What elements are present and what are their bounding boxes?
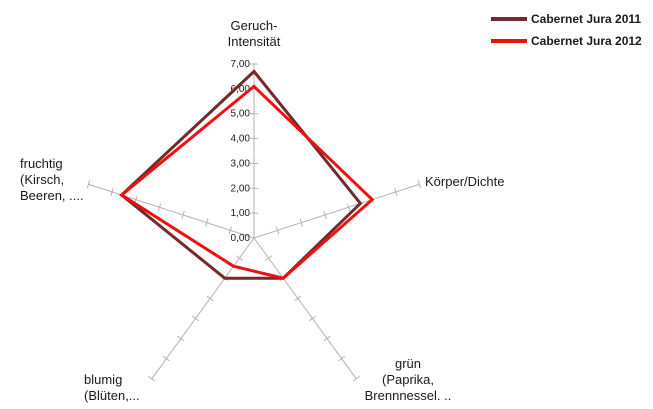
axis-tick-1-7	[417, 180, 422, 189]
series-1-line	[119, 69, 363, 280]
legend-swatch-2012	[491, 39, 527, 43]
axis-tick-4-1	[228, 226, 233, 235]
axis-tick-3-7	[148, 376, 156, 382]
axis-tick-4-3	[181, 210, 185, 219]
axis-tick-4-6	[110, 187, 114, 196]
axis-label-geruch: Geruch- Intensität	[227, 18, 281, 49]
legend-item-2011: Cabernet Jura 2011	[491, 8, 642, 30]
legend-swatch-2011	[491, 17, 527, 21]
axis-tick-2-3	[294, 295, 302, 302]
tick-label: 4,00	[231, 134, 251, 145]
axis-tick-1-6	[394, 187, 398, 196]
chart-legend: Cabernet Jura 2011 Cabernet Jura 2012	[491, 8, 642, 52]
axis-tick-1-2	[299, 218, 303, 227]
axis-tick-1-4	[346, 203, 351, 212]
axis-label-gruen: grün (Paprika, Brennnessel. ..	[364, 356, 452, 403]
axis-label-fruchtig: fruchtig (Kirsch, Beeren, ....	[20, 156, 84, 203]
radial-tick-labels: 0,00 1,00 2,00 3,00 4,00 5,00 6,00 7,00	[231, 59, 251, 244]
axis-tick-3-1	[235, 255, 243, 261]
tick-label: 5,00	[231, 109, 251, 120]
axis-line-4	[88, 183, 255, 239]
axis-tick-2-5	[323, 335, 331, 342]
tick-label: 6,00	[231, 84, 251, 95]
tick-label: 7,00	[231, 59, 251, 70]
axis-tick-1-3	[323, 210, 327, 219]
axis-tick-4-7	[86, 180, 91, 189]
tick-label: 2,00	[231, 183, 251, 194]
series-2-line	[119, 84, 375, 280]
axis-tick-1-1	[275, 226, 280, 235]
axis-label-blumig: blumig (Blüten,...	[84, 372, 140, 403]
radar-series	[119, 69, 375, 280]
axis-tick-3-5	[177, 335, 185, 342]
axis-line-1	[253, 183, 420, 239]
axis-tick-4-4	[157, 203, 162, 212]
tick-label: 3,00	[231, 158, 251, 169]
radar-axes	[86, 63, 422, 382]
axis-tick-3-6	[162, 355, 170, 362]
axis-tick-2-6	[338, 355, 346, 362]
axis-line-3	[151, 237, 255, 380]
axis-tick-3-3	[206, 295, 214, 302]
legend-label-2011: Cabernet Jura 2011	[531, 12, 642, 26]
axis-line-2	[253, 237, 357, 380]
tick-label: 0,00	[231, 233, 251, 244]
axis-tick-2-4	[308, 315, 316, 322]
axis-tick-3-4	[192, 315, 200, 322]
tick-label: 1,00	[231, 208, 251, 219]
axis-label-koerper: Körper/Dichte	[425, 174, 505, 189]
axis-tick-2-1	[265, 255, 273, 261]
axis-tick-2-7	[352, 376, 360, 382]
legend-label-2012: Cabernet Jura 2012	[531, 34, 642, 48]
legend-item-2012: Cabernet Jura 2012	[491, 30, 642, 52]
axis-tick-4-2	[205, 218, 209, 227]
